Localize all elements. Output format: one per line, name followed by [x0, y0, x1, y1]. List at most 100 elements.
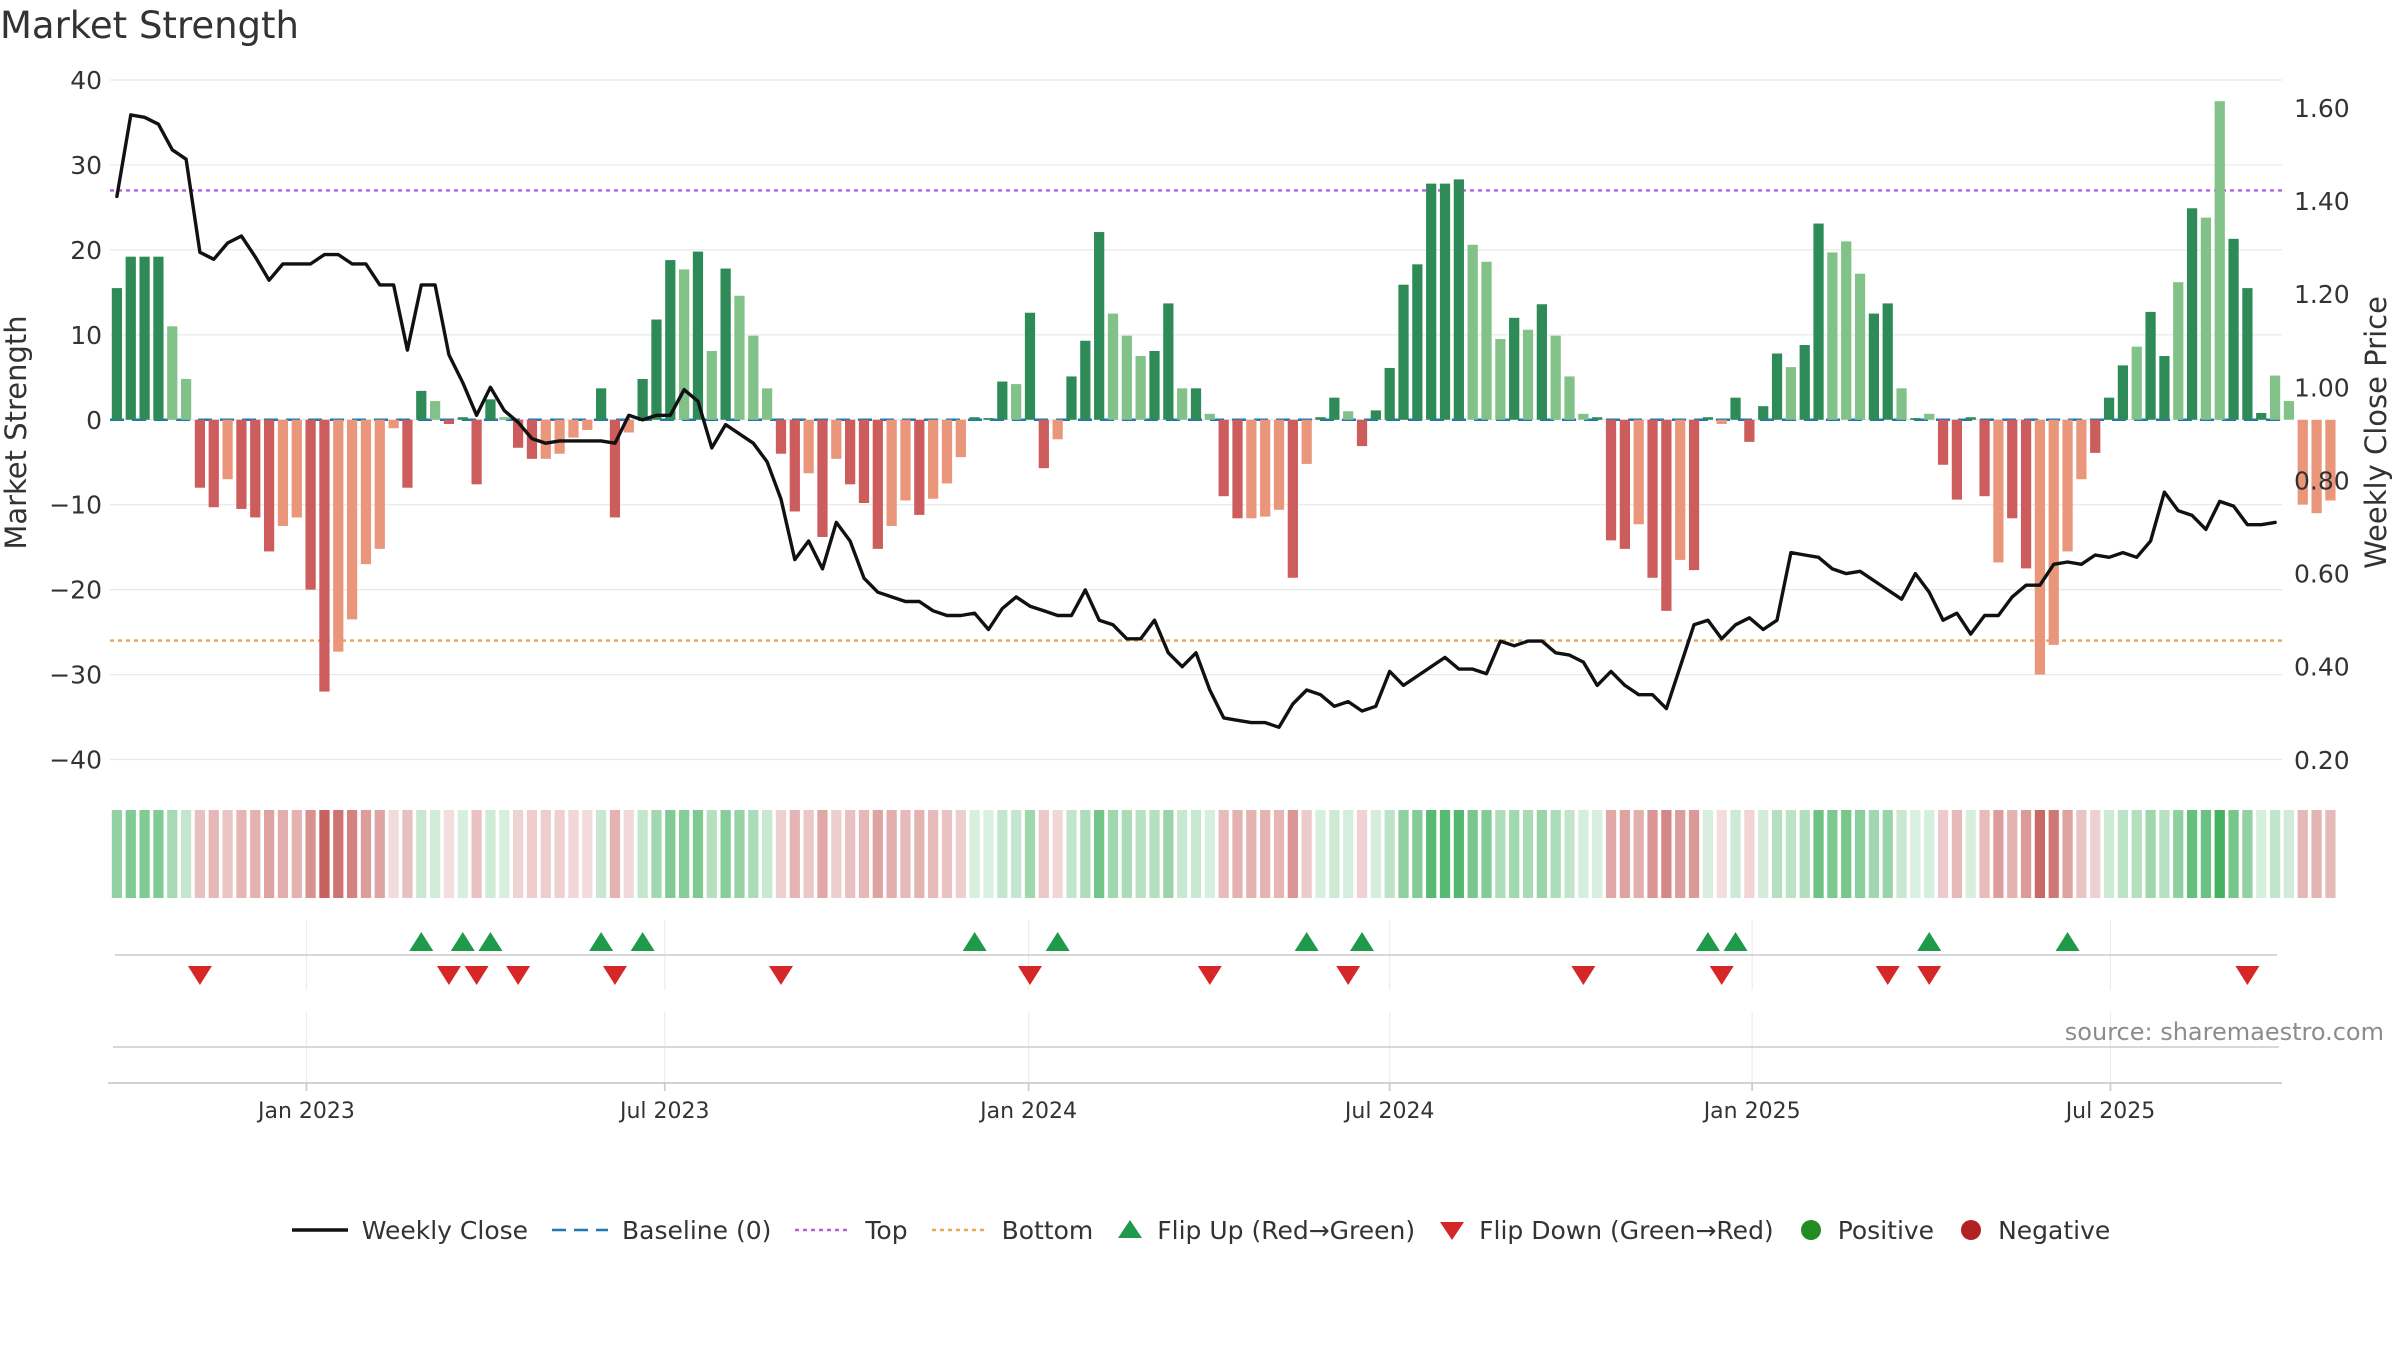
strength-bar — [2007, 419, 2018, 519]
heat-cell — [540, 810, 551, 898]
heat-cell — [167, 810, 178, 898]
heat-cell — [1868, 810, 1880, 898]
strength-bar — [1495, 339, 1506, 420]
strength-bar — [2090, 419, 2101, 453]
heat-cell — [139, 810, 150, 898]
strength-bar — [568, 419, 579, 438]
legend-label: Bottom — [1001, 1215, 1094, 1245]
strength-bar — [858, 419, 870, 503]
strength-bar — [2228, 238, 2239, 420]
strength-bar — [1260, 419, 1271, 517]
heat-cell — [1564, 810, 1575, 898]
heat-cell — [817, 810, 828, 898]
strength-bar — [1149, 350, 1160, 420]
legend-item-bottom: Bottom — [930, 1215, 1094, 1245]
strength-bar — [222, 419, 233, 480]
legend-item-baseline: Baseline (0) — [550, 1216, 771, 1245]
y-left-tick-label: 20 — [70, 236, 102, 265]
strength-bar — [928, 419, 939, 499]
heat-cell — [1356, 810, 1368, 898]
heat-cell — [2283, 810, 2295, 898]
strength-bar — [1854, 273, 1866, 420]
strength-bar — [208, 419, 219, 508]
heat-cell — [1329, 810, 1340, 898]
heat-cell — [429, 810, 441, 898]
strength-bar — [1813, 223, 1824, 420]
axes: 40 30 20 10 0 −10 −20 −30 −40 1.60 1.40 1.20 1.00 0.8… — [0, 66, 2393, 1124]
y-right-tick-label: 1.60 — [2294, 94, 2350, 123]
strength-bar — [2242, 288, 2253, 420]
flip-down-marker — [464, 966, 489, 985]
flip-up-legend-swatch — [1118, 1220, 1143, 1238]
flip-down-marker — [1336, 966, 1361, 985]
strength-bar — [1370, 410, 1381, 420]
heat-cell — [153, 810, 164, 898]
heat-cell — [526, 810, 538, 898]
flip-down-marker — [1571, 966, 1596, 985]
strength-bar — [1605, 419, 1617, 541]
strength-bar — [706, 350, 717, 420]
heat-cell — [2228, 810, 2239, 898]
strength-bar — [623, 419, 634, 433]
heat-cell — [1633, 810, 1644, 898]
strength-bar — [471, 419, 482, 485]
strength-bar — [1287, 419, 1298, 578]
heat-cell — [125, 810, 136, 898]
heat-cell — [1094, 810, 1105, 898]
heat-cell — [319, 810, 330, 898]
heat-cell — [872, 810, 883, 898]
x-tick-label: Jan 2023 — [256, 1099, 355, 1124]
heat-cell — [1924, 810, 1935, 898]
strength-bar — [2269, 375, 2281, 420]
heat-cell — [789, 810, 800, 898]
strength-bar — [1522, 329, 1534, 420]
strength-bar — [2048, 419, 2059, 645]
strength-bar — [1896, 388, 1907, 420]
strength-bar — [969, 417, 980, 420]
strength-bar — [1661, 419, 1672, 611]
strength-bar — [1052, 419, 1063, 440]
strength-bar — [2034, 419, 2046, 675]
strength-bar — [1799, 345, 1810, 420]
heat-cell — [1716, 810, 1727, 898]
strength-bar — [499, 417, 510, 420]
strength-bar — [1785, 367, 1796, 420]
strength-bar — [429, 401, 441, 420]
strength-bar — [1177, 388, 1188, 420]
y-left-tick-label: 40 — [70, 66, 102, 95]
heat-cell — [1841, 810, 1852, 898]
heat-cell — [1273, 810, 1285, 898]
strength-bar — [1467, 244, 1478, 420]
heat-cell — [1453, 810, 1464, 898]
strength-bar — [1011, 384, 1022, 420]
strength-bar — [2311, 419, 2322, 514]
y-right-tick-label: 1.20 — [2294, 280, 2350, 309]
heat-cell — [499, 810, 510, 898]
strength-bar — [914, 419, 925, 515]
heat-cell — [250, 810, 261, 898]
strength-bar — [1578, 413, 1589, 420]
strength-bar — [374, 419, 385, 549]
heat-cell — [1758, 810, 1769, 898]
heat-cell — [346, 810, 358, 898]
strength-bar — [1232, 419, 1243, 519]
chart-title: Market Strength — [0, 4, 299, 47]
heat-cell — [983, 810, 994, 898]
heat-cell — [2242, 810, 2253, 898]
heat-cell — [2200, 810, 2212, 898]
heat-cell — [1896, 810, 1907, 898]
heat-cell — [1910, 810, 1921, 898]
heat-cell — [1827, 810, 1838, 898]
strength-bar — [485, 399, 496, 420]
strength-bar — [1688, 419, 1700, 571]
heat-cell — [388, 810, 399, 898]
heat-cell — [111, 810, 123, 898]
strength-bar — [1135, 356, 1146, 420]
legend-label: Baseline (0) — [622, 1215, 772, 1245]
heat-cell — [1661, 810, 1672, 898]
heat-cell — [886, 810, 897, 898]
heat-cell — [1024, 810, 1036, 898]
flip-up-marker — [1350, 932, 1375, 951]
heat-cell — [2007, 810, 2018, 898]
strength-bar — [153, 256, 164, 420]
